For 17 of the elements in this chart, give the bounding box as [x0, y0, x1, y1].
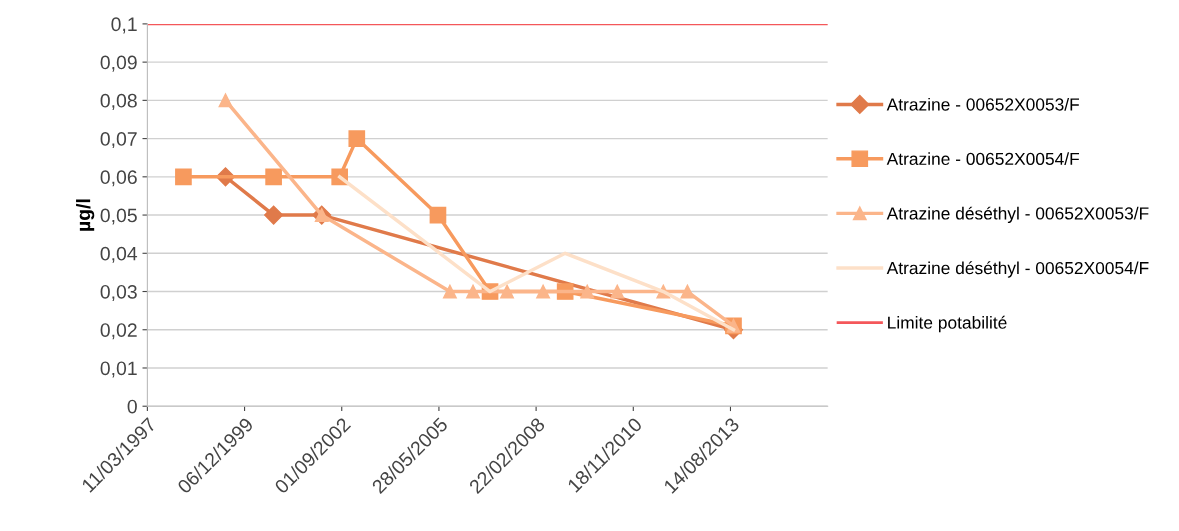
legend-label: Atrazine déséthyl - 00652X0054/F [886, 261, 1149, 278]
y-tick-label: 0,03 [100, 284, 137, 302]
y-tick-label: 0,02 [100, 323, 137, 340]
y-tick-label: 0,08 [100, 93, 137, 110]
legend-label: Atrazine déséthyl - 00652X0053/F [886, 206, 1149, 224]
y-tick-label: 0 [127, 399, 137, 414]
y-tick-label: 0,09 [100, 55, 137, 72]
y-tick-label: 0,05 [100, 208, 137, 225]
y-tick-label: 0,06 [100, 170, 137, 187]
y-tick-label: 0,1 [111, 17, 137, 34]
y-tick-label: 0,04 [100, 246, 138, 263]
legend-label: Atrazine - 00652X0053/F [886, 97, 1080, 111]
legend-label: Limite potabilité [888, 315, 1007, 333]
y-axis-title: µg/l [76, 199, 95, 231]
y-tick-label: 0,07 [100, 132, 137, 149]
y-tick-label: 0,01 [100, 361, 137, 378]
legend-label: Atrazine - 00652X0054/F [886, 152, 1080, 166]
